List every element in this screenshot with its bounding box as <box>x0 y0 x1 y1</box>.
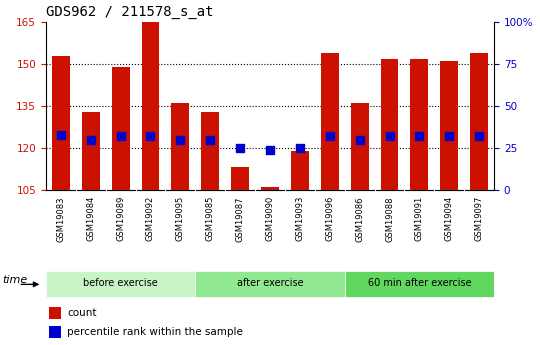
Bar <box>350 103 369 190</box>
Text: GSM19088: GSM19088 <box>385 196 394 241</box>
Bar <box>410 59 428 190</box>
Bar <box>440 61 458 190</box>
Bar <box>345 270 494 297</box>
Bar <box>470 53 488 190</box>
Point <box>86 137 95 142</box>
Point <box>236 145 245 151</box>
Bar <box>381 59 399 190</box>
Bar <box>112 67 130 190</box>
Text: GSM19083: GSM19083 <box>56 196 65 241</box>
Text: GSM19092: GSM19092 <box>146 196 155 241</box>
Point <box>445 134 454 139</box>
Text: percentile rank within the sample: percentile rank within the sample <box>68 327 244 337</box>
Text: after exercise: after exercise <box>237 278 303 288</box>
Point <box>206 137 214 142</box>
Text: GSM19084: GSM19084 <box>86 196 95 241</box>
Text: GSM19096: GSM19096 <box>325 196 334 241</box>
Bar <box>46 270 195 297</box>
Bar <box>195 270 345 297</box>
Text: GSM19095: GSM19095 <box>176 196 185 241</box>
Point <box>266 147 274 152</box>
Point <box>415 134 424 139</box>
Point <box>355 137 364 142</box>
Text: GSM19093: GSM19093 <box>295 196 305 241</box>
Point <box>295 145 304 151</box>
Text: GSM19089: GSM19089 <box>116 196 125 241</box>
Text: GSM19091: GSM19091 <box>415 196 424 241</box>
Text: GDS962 / 211578_s_at: GDS962 / 211578_s_at <box>46 5 213 19</box>
Bar <box>82 112 100 190</box>
Text: GSM19086: GSM19086 <box>355 196 364 241</box>
Bar <box>141 22 159 190</box>
Bar <box>261 187 279 190</box>
Text: GSM19090: GSM19090 <box>266 196 274 241</box>
Point <box>475 134 483 139</box>
Text: time: time <box>3 275 28 285</box>
Bar <box>201 112 219 190</box>
Text: count: count <box>68 308 97 318</box>
Text: GSM19087: GSM19087 <box>235 196 245 241</box>
Text: GSM19094: GSM19094 <box>445 196 454 241</box>
Bar <box>49 326 60 338</box>
Text: before exercise: before exercise <box>83 278 158 288</box>
Point <box>116 134 125 139</box>
Bar <box>291 151 309 190</box>
Bar <box>171 103 190 190</box>
Bar <box>321 53 339 190</box>
Point <box>57 132 65 137</box>
Text: GSM19097: GSM19097 <box>475 196 484 241</box>
Bar <box>49 307 60 318</box>
Text: 60 min after exercise: 60 min after exercise <box>368 278 471 288</box>
Text: GSM19085: GSM19085 <box>206 196 215 241</box>
Bar <box>231 167 249 190</box>
Point <box>146 134 155 139</box>
Point <box>176 137 185 142</box>
Point <box>385 134 394 139</box>
Bar <box>52 56 70 190</box>
Point <box>326 134 334 139</box>
